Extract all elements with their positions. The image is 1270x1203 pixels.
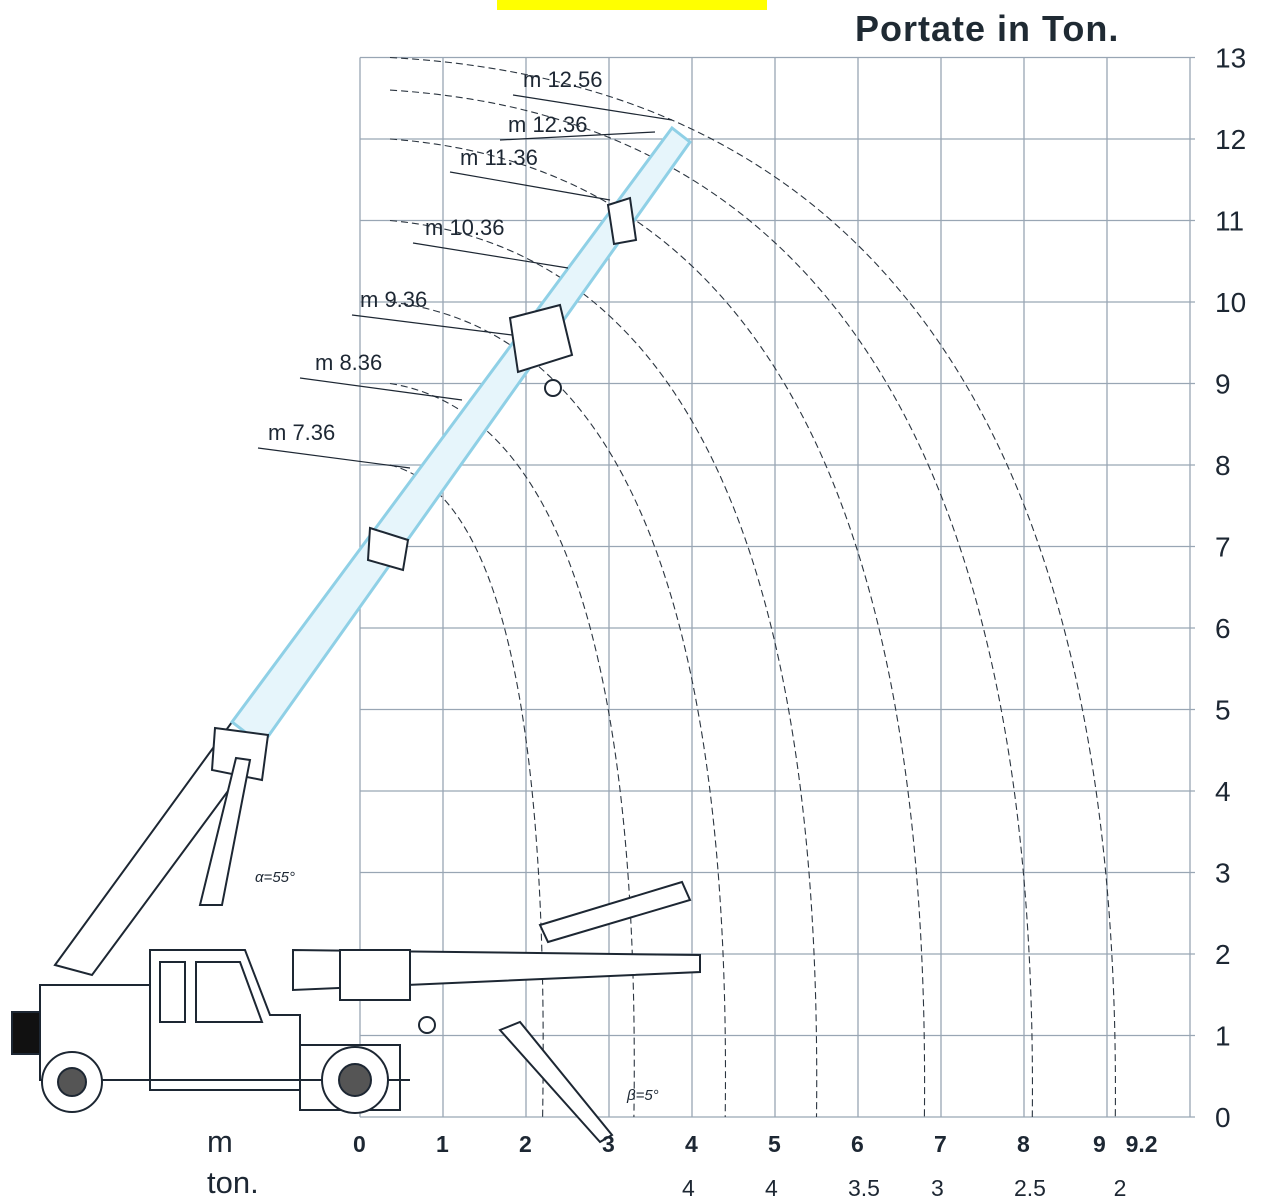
y-tick-label: 2 (1215, 939, 1231, 970)
radius-arc (389, 382, 635, 1118)
rear-hub (57, 1067, 87, 1097)
boom-length-label: m 9.36 (360, 287, 427, 312)
radius-arc (389, 56, 1116, 1118)
truck-drawing (11, 125, 701, 1144)
boom-length-label: m 11.36 (460, 145, 538, 170)
boom-length-labels: m 7.36 m 8.36 m 9.36 m 10.36 m 11.36 m 12.36 m… (257, 67, 673, 469)
boom-plate-3 (606, 196, 638, 246)
y-tick-label: 12 (1215, 124, 1246, 155)
boom-length-label: m 10.36 (425, 215, 505, 240)
radius-arc (389, 219, 818, 1118)
x-unit-label: m (207, 1124, 233, 1159)
boom-head-plate (210, 726, 270, 782)
boom-leader-line (512, 94, 673, 121)
boom-leader-line (412, 242, 569, 269)
boom-length-label: m 7.36 (268, 420, 335, 445)
alpha-angle-label: α=55° (255, 869, 295, 886)
load-label: 4 (682, 1175, 695, 1201)
load-label: 2 (1114, 1175, 1127, 1201)
chart-title: Portate in Ton. (855, 8, 1120, 49)
boom-length-label: m 8.36 (315, 350, 382, 375)
y-tick-label: 7 (1215, 532, 1231, 563)
boom-leader-line (499, 131, 656, 141)
lift-cylinder (198, 756, 252, 906)
x-tick-label: 2 (519, 1131, 532, 1157)
boom-plate-1 (366, 526, 410, 572)
cab-window-rear (159, 961, 186, 1023)
load-row: 4 4 3.5 3 2.5 2 (682, 1175, 1126, 1201)
y-tick-label: 4 (1215, 776, 1231, 807)
y-tick-label: 6 (1215, 613, 1231, 644)
radius-arc (389, 138, 926, 1118)
boom-leader-line (299, 377, 463, 401)
hook-2 (418, 1016, 436, 1034)
x-tick-label: 5 (768, 1131, 781, 1157)
boom-leader-line (351, 314, 513, 336)
boom-plate-2 (508, 303, 574, 374)
y-tick-label: 5 (1215, 695, 1231, 726)
load-label: 3.5 (848, 1175, 880, 1201)
load-label: 4 (765, 1175, 778, 1201)
boom-length-label: m 12.36 (508, 112, 588, 137)
radius-arc (389, 301, 727, 1118)
beta-angle-label: β=5° (626, 1087, 659, 1104)
load-label: 2.5 (1014, 1175, 1046, 1201)
y-tick-label: 1 (1215, 1021, 1231, 1052)
y-tick-label: 3 (1215, 858, 1231, 889)
x-tick-label: 8 (1017, 1131, 1030, 1157)
front-hub (338, 1063, 372, 1097)
x-axis-ticks: 0 1 2 3 4 5 6 7 8 9 9.2 (353, 1131, 1158, 1157)
load-unit-label: ton. (207, 1165, 259, 1200)
highlight-mark (497, 0, 767, 10)
x-tick-label: 9 (1093, 1131, 1106, 1157)
load-label: 3 (931, 1175, 944, 1201)
cab-window-front (195, 961, 264, 1023)
hook-1 (544, 379, 562, 397)
y-tick-label: 8 (1215, 450, 1231, 481)
x-tick-label: 1 (436, 1131, 449, 1157)
y-tick-label: 13 (1215, 43, 1246, 74)
x-tick-label: 6 (851, 1131, 864, 1157)
jib-raised (538, 880, 692, 944)
x-tick-label: 0 (353, 1131, 366, 1157)
y-tick-label: 0 (1215, 1102, 1231, 1133)
x-tick-label: 3 (602, 1131, 615, 1157)
jib-lowered (498, 1020, 614, 1144)
boom-leader-line (257, 447, 411, 469)
cab (149, 949, 301, 1091)
y-tick-label: 10 (1215, 287, 1246, 318)
boom-leader-line (449, 171, 611, 201)
y-tick-label: 11 (1215, 206, 1244, 237)
y-tick-label: 9 (1215, 369, 1231, 400)
radius-arc (389, 89, 1033, 1118)
x-tick-label: 7 (934, 1131, 947, 1157)
x-tick-label: 9.2 (1126, 1131, 1158, 1157)
boom-length-label: m 12.56 (523, 67, 603, 92)
boom-horizontal-plate (339, 949, 411, 1001)
x-tick-label: 4 (685, 1131, 698, 1157)
